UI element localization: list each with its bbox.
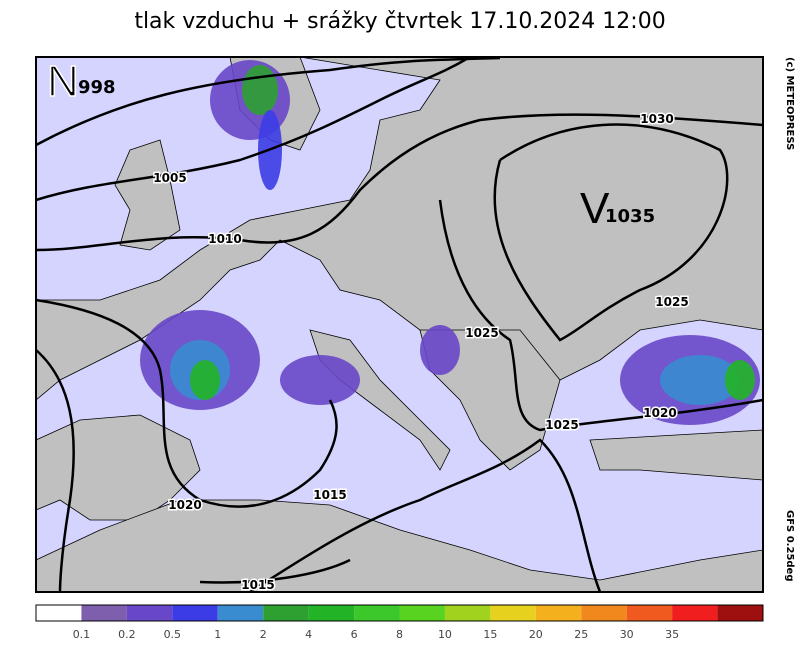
isobar [35,349,75,593]
isobar [493,123,729,342]
high-letter: V [580,184,610,233]
colorbar-label: 4 [305,628,312,641]
isobar-label: 1030 [640,112,673,126]
colorbar-label: 6 [351,628,358,641]
high-value: 1035 [605,206,655,227]
colorbar-label: 10 [438,628,452,641]
iberia [35,414,201,521]
precip-area [660,355,740,405]
colorbar-swatch [81,605,127,621]
africa [35,499,764,593]
low-letter: N [47,57,79,106]
colorbar-swatch [581,605,627,621]
colorbar-swatch [535,605,582,621]
anatolia [589,429,764,481]
colorbar-swatch [126,605,173,621]
colorbar-label: 20 [529,628,543,641]
colorbar-label: 8 [396,628,403,641]
colorbar-swatch [354,605,400,621]
precipitation [140,60,760,425]
isobars [35,55,764,594]
isobar-label: 1020 [168,498,201,512]
isobar-label: 1025 [465,326,498,340]
isobar [35,55,471,202]
colorbar-label: 15 [483,628,497,641]
isobar-label: 1020 [643,406,676,420]
isobar [249,438,602,594]
colorbar-swatch [626,605,673,621]
colorbar-swatch [444,605,491,621]
precip-area [190,360,220,400]
colorbar-swatch [399,605,445,621]
britain [114,139,181,251]
precip-area [242,65,278,115]
isobar [35,56,501,147]
isobar-labels: 1005 1010 1020 1015 1015 1025 1025 1025 1030 1020 [152,111,690,594]
model-name: GFS 0.25deg [784,510,795,582]
colorbar-swatch [36,605,82,621]
copyright: (c) METEOPRESS [784,57,795,150]
precip-area [420,325,460,375]
colorbar-label: 35 [665,628,679,641]
isobar-label: 1010 [208,232,241,246]
isobar-label: 1025 [545,418,578,432]
colorbar-label: 1 [214,628,221,641]
colorbar-swatch [672,605,718,621]
colorbar-label: 30 [620,628,634,641]
isobar [199,558,351,584]
colorbar-frame [35,604,764,622]
map-frame [35,56,764,593]
low-value: 998 [78,77,116,98]
colorbar-label: 0.1 [73,628,91,641]
isobar [35,298,338,508]
colorbar-label: 25 [574,628,588,641]
colorbar-swatch [490,605,536,621]
isobar-label: 1005 [153,171,186,185]
colorbar-label: 2 [260,628,267,641]
isobar-label: 1015 [313,488,346,502]
colorbar: 0.1 0.2 0.5 1 2 4 6 8 10 15 20 25 30 35 [35,604,764,641]
precip-area [280,355,360,405]
colorbar-swatch [172,605,218,621]
isobar [438,199,764,432]
colorbar-swatch [308,605,355,621]
colorbar-swatch [217,605,264,621]
title: tlak vzduchu + srážky čtvrtek 17.10.2024… [134,9,665,34]
colorbar-swatch [263,605,309,621]
isobar-label: 1025 [655,295,688,309]
colorbar-label: 0.2 [118,628,136,641]
map: 1005 1010 1020 1015 1015 1025 1025 1025 1030 1020… [35,55,764,594]
precip-area [725,360,755,400]
colorbar-label: 0.5 [164,628,182,641]
colorbar-swatch [717,605,763,621]
isobar-label: 1015 [241,578,274,592]
isobar [35,113,764,252]
